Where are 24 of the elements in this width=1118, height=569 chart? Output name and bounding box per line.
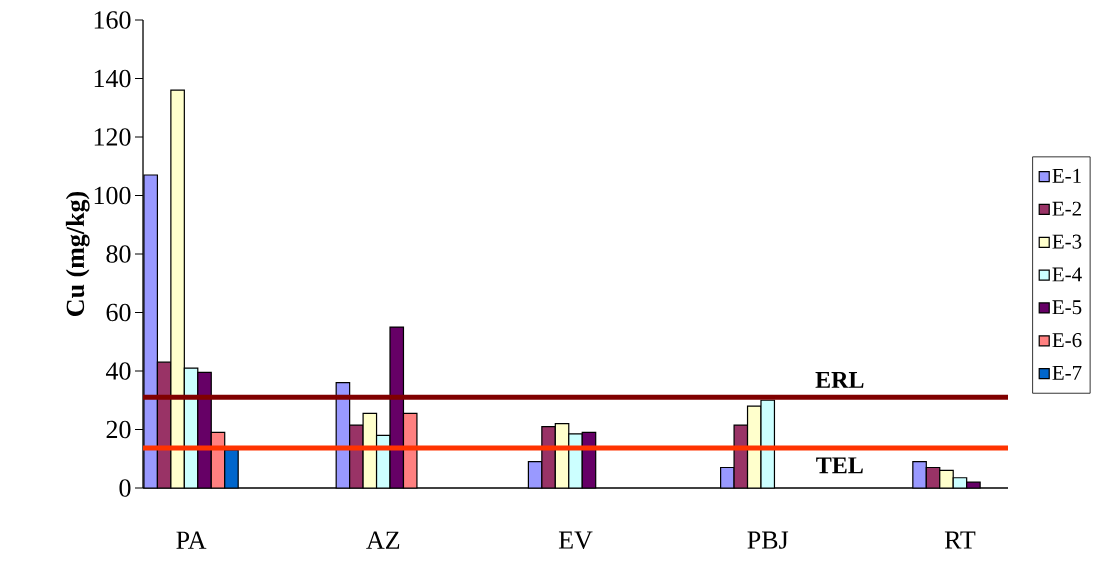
- legend-label: E-3: [1052, 234, 1082, 249]
- legend-label: E-7: [1052, 365, 1082, 380]
- ref-line-label: TEL: [816, 457, 863, 474]
- y-tick-label: 40: [105, 362, 131, 380]
- y-tick-label: 100: [94, 186, 131, 205]
- legend-label: E-2: [1052, 201, 1081, 216]
- x-tick-label: AZ: [366, 531, 400, 549]
- y-tick-label: 140: [94, 69, 131, 88]
- ref-line-label: ERL: [815, 372, 864, 388]
- legend-label: E-1: [1052, 168, 1081, 183]
- x-tick-label: PBJ: [747, 531, 789, 549]
- legend-label: E-4: [1052, 267, 1082, 282]
- y-tick-label: 20: [106, 420, 131, 439]
- legend-label: E-6: [1052, 333, 1082, 348]
- y-tick-label: 80: [106, 245, 131, 263]
- y-axis-title: Cu (mg/kg): [65, 191, 90, 316]
- y-tick-label: 160: [94, 11, 131, 29]
- y-tick-label: 60: [106, 303, 131, 322]
- y-tick-label: 120: [94, 128, 131, 146]
- x-tick-label: PA: [176, 531, 207, 549]
- x-tick-label: EV: [558, 531, 593, 549]
- y-tick-label: 0: [119, 479, 131, 497]
- x-tick-label: RT: [944, 531, 976, 549]
- legend-label: E-5: [1052, 300, 1082, 315]
